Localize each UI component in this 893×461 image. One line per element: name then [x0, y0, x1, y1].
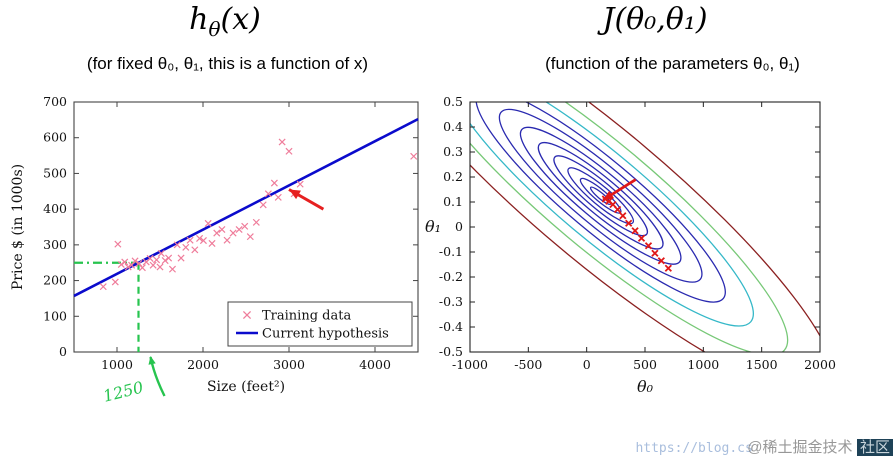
left-panel-subtitle: (for fixed θ₀, θ₁, this is a function of… — [86, 54, 369, 73]
svg-text:-1000: -1000 — [452, 357, 488, 372]
left-panel-title: hθ(x) — [10, 2, 440, 41]
hypothesis-scatter-chart: 1000 2000 3000 4000 0 100 200 300 400 500 600 700 Si… — [10, 94, 419, 404]
svg-text:-0.2: -0.2 — [439, 269, 463, 284]
svg-text:-0.1: -0.1 — [439, 244, 463, 259]
watermark: https://blog.cs @稀土掘金技术 社区 — [635, 436, 893, 457]
svg-text:100: 100 — [43, 308, 67, 323]
svg-text:200: 200 — [43, 273, 67, 288]
right-panel-subtitle: (function of the parameters θ₀, θ₁) — [545, 54, 800, 73]
title-of-x: (x) — [220, 2, 261, 37]
svg-text:0.4: 0.4 — [443, 119, 463, 134]
svg-text:θ₀: θ₀ — [637, 377, 654, 396]
svg-text:400: 400 — [43, 201, 67, 216]
svg-text:500: 500 — [633, 357, 657, 372]
right-panel-title: J(θ₀,θ₁) — [602, 2, 708, 37]
svg-text:0.3: 0.3 — [443, 144, 463, 159]
svg-text:700: 700 — [43, 94, 67, 109]
svg-text:0: 0 — [583, 357, 591, 372]
svg-text:0.5: 0.5 — [443, 94, 463, 109]
svg-text:-0.5: -0.5 — [439, 344, 463, 359]
svg-text:1500: 1500 — [746, 357, 778, 372]
svg-text:3000: 3000 — [273, 357, 305, 372]
svg-text:-500: -500 — [514, 357, 542, 372]
svg-text:1000: 1000 — [101, 357, 133, 372]
svg-text:0: 0 — [59, 344, 67, 359]
svg-text:θ₁: θ₁ — [425, 217, 441, 236]
svg-text:0.1: 0.1 — [443, 194, 463, 209]
svg-text:500: 500 — [43, 165, 67, 180]
svg-text:Training data: Training data — [262, 309, 351, 324]
svg-text:1250: 1250 — [101, 378, 145, 404]
svg-text:2000: 2000 — [187, 357, 219, 372]
svg-text:Size (feet²): Size (feet²) — [207, 379, 285, 395]
watermark-url: https://blog.cs — [635, 441, 753, 456]
title-h: h — [189, 2, 209, 37]
svg-text:-0.4: -0.4 — [439, 319, 463, 334]
svg-text:4000: 4000 — [359, 357, 391, 372]
watermark-badge: 社区 — [856, 439, 893, 456]
svg-text:-0.3: -0.3 — [439, 294, 463, 309]
svg-text:0: 0 — [455, 219, 463, 234]
svg-text:1000: 1000 — [687, 357, 719, 372]
svg-text:Price $ (in 1000s): Price $ (in 1000s) — [10, 164, 26, 290]
svg-text:300: 300 — [43, 237, 67, 252]
svg-text:600: 600 — [43, 130, 67, 145]
svg-text:2000: 2000 — [804, 357, 836, 372]
watermark-handle: @稀土掘金技术 — [747, 439, 853, 456]
cost-contour-chart: -1000 -500 0 500 1000 1500 2000 0.5 0.4 0.3 0.2 0.1… — [425, 94, 836, 396]
svg-text:Current hypothesis: Current hypothesis — [262, 327, 389, 342]
title-theta-subscript: θ — [208, 17, 221, 41]
svg-text:0.2: 0.2 — [443, 169, 463, 184]
